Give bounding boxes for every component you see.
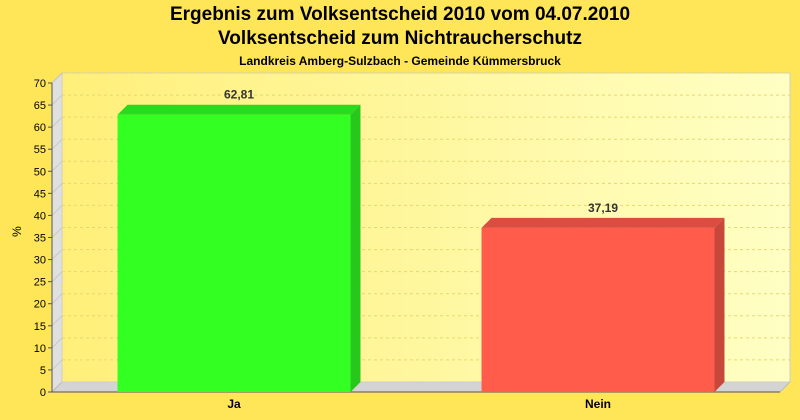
bar-top [117,104,361,115]
y-tick-label: 55 [34,144,46,156]
y-tick-label: 20 [34,299,46,311]
y-tick-label: 35 [34,233,46,245]
gridline-side [51,249,63,260]
y-tick-label: 50 [34,166,46,178]
gridline-side [51,72,63,84]
y-tick-label: 45 [34,188,46,200]
y-axis-label: % [10,226,24,237]
gridline-side [51,205,63,216]
chart-subsubtitle: Landkreis Amberg-Sulzbach - Gemeinde Küm… [239,54,561,68]
y-tick-label: 25 [34,277,46,289]
y-tick-label: 65 [34,100,46,112]
y-tick-label: 40 [34,210,46,222]
bar-side [350,104,361,393]
bar-top [481,217,725,228]
gridline-side [51,116,63,128]
y-tick-label: 10 [34,343,46,355]
bar-side [714,217,725,392]
bar-nein [481,227,715,392]
gridline-side [51,227,63,238]
y-tick-label: 0 [40,387,46,399]
chart-subtitle: Volksentscheid zum Nichtraucherschutz [218,28,582,49]
gridline-side [51,337,63,349]
y-tick-label: 70 [34,78,46,90]
x-tick-label: Nein [585,397,611,411]
y-tick-label: 15 [34,321,46,333]
y-tick-label: 30 [34,255,46,267]
bar-value-label: 62,81 [224,88,254,102]
gridline-side [51,183,63,194]
y-tick-label: 60 [34,122,46,134]
bar-ja [117,114,351,393]
y-tick-label: 5 [40,365,46,377]
gridline-side [51,271,63,282]
gridline-side [51,138,63,150]
gridline-side [51,293,63,305]
chart-title: Ergebnis zum Volksentscheid 2010 vom 04.… [169,4,631,25]
gridline-side [51,359,63,371]
gridline-side [51,315,63,327]
x-tick-label: Ja [227,397,241,411]
gridline-side [51,94,63,106]
bar-value-label: 37,19 [588,201,618,215]
gridline-side [51,160,63,172]
